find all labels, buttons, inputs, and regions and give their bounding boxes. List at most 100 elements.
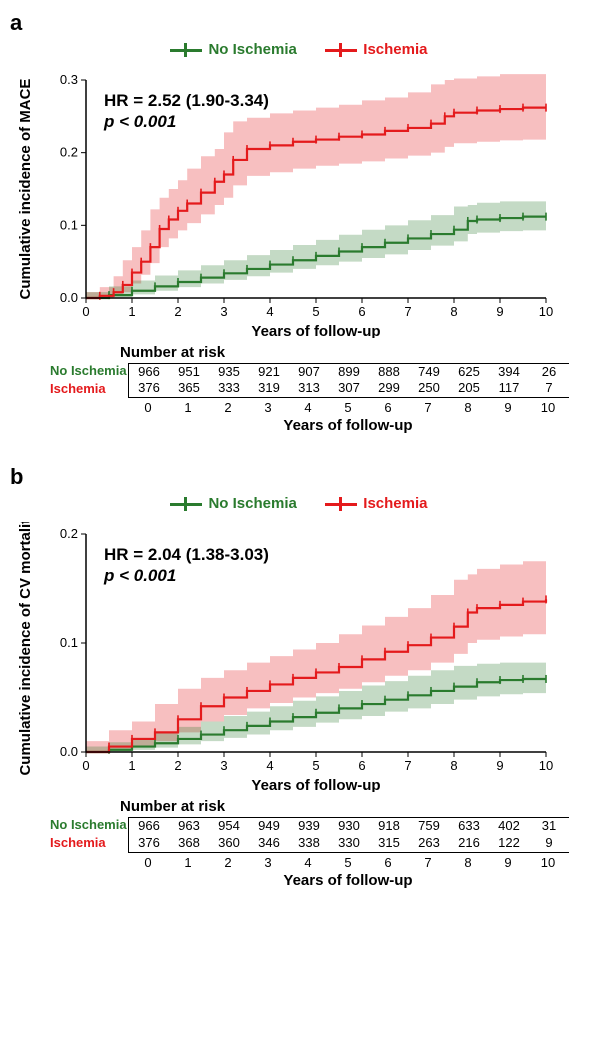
risk-xtick: 9 <box>488 400 528 415</box>
svg-text:0.1: 0.1 <box>60 217 78 232</box>
risk-cell: 939 <box>289 818 329 835</box>
risk-cell: 368 <box>169 835 209 852</box>
risk-xtick: 0 <box>128 400 168 415</box>
risk-cell: 122 <box>489 835 529 852</box>
risk-cell: 394 <box>489 364 529 381</box>
risk-xtick: 5 <box>328 400 368 415</box>
risk-cell: 949 <box>249 818 289 835</box>
risk-cell: 625 <box>449 364 489 381</box>
risk-cell: 26 <box>529 364 569 381</box>
svg-text:10: 10 <box>539 758 553 773</box>
svg-text:6: 6 <box>358 758 365 773</box>
risk-xtick: 5 <box>328 855 368 870</box>
risk-xtick: 7 <box>408 400 448 415</box>
svg-text:Years of follow-up: Years of follow-up <box>251 323 380 338</box>
risk-xtick: 9 <box>488 855 528 870</box>
risk-cell: 966 <box>129 364 169 381</box>
risk-cell: 263 <box>409 835 449 852</box>
risk-xtick: 10 <box>528 400 568 415</box>
risk-cell: 633 <box>449 818 489 835</box>
risk-xtick: 2 <box>208 855 248 870</box>
svg-text:2: 2 <box>174 304 181 319</box>
hr-text-a: HR = 2.52 (1.90-3.34) <box>104 91 269 110</box>
risk-table-a: No Ischemia96695193592190789988874962539… <box>50 363 588 435</box>
risk-cell: 402 <box>489 818 529 835</box>
svg-text:3: 3 <box>220 758 227 773</box>
risk-cell: 951 <box>169 364 209 381</box>
svg-text:9: 9 <box>496 758 503 773</box>
legend-ischemia-text: Ischemia <box>363 41 427 58</box>
risk-xtick: 6 <box>368 855 408 870</box>
risk-cell: 250 <box>409 380 449 397</box>
chart-a-wrap: 0.00.10.20.3012345678910Cumulative incid… <box>10 68 588 338</box>
svg-text:0.0: 0.0 <box>60 290 78 305</box>
svg-text:5: 5 <box>312 304 319 319</box>
legend-ischemia-text-b: Ischemia <box>363 495 427 512</box>
risk-cell: 338 <box>289 835 329 852</box>
risk-xtick: 1 <box>168 855 208 870</box>
risk-title-a: Number at risk <box>120 344 588 361</box>
risk-title-b: Number at risk <box>120 798 588 815</box>
risk-cell: 7 <box>529 380 569 397</box>
risk-xtick: 1 <box>168 400 208 415</box>
risk-xtick: 8 <box>448 855 488 870</box>
svg-text:1: 1 <box>128 758 135 773</box>
svg-text:8: 8 <box>450 758 457 773</box>
legend-tick-no-ischemia <box>184 43 187 57</box>
risk-cell: 907 <box>289 364 329 381</box>
svg-text:7: 7 <box>404 304 411 319</box>
risk-cell: 935 <box>209 364 249 381</box>
risk-xtick: 0 <box>128 855 168 870</box>
risk-cell: 954 <box>209 818 249 835</box>
svg-text:3: 3 <box>220 304 227 319</box>
risk-cell: 921 <box>249 364 289 381</box>
risk-cell: 307 <box>329 380 369 397</box>
risk-cell: 376 <box>129 380 169 397</box>
risk-cell: 117 <box>489 380 529 397</box>
hr-text-b: HR = 2.04 (1.38-3.03) <box>104 545 269 564</box>
svg-text:1: 1 <box>128 304 135 319</box>
risk-xtick: 3 <box>248 855 288 870</box>
risk-row-label: Ischemia <box>50 835 128 852</box>
svg-text:8: 8 <box>450 304 457 319</box>
svg-text:0: 0 <box>82 758 89 773</box>
annotation-a: HR = 2.52 (1.90-3.34) p < 0.001 <box>104 90 269 133</box>
risk-xtick: 4 <box>288 400 328 415</box>
svg-text:0.0: 0.0 <box>60 744 78 759</box>
svg-text:7: 7 <box>404 758 411 773</box>
svg-text:2: 2 <box>174 758 181 773</box>
risk-xlabel: Years of follow-up <box>128 872 568 889</box>
svg-text:0.2: 0.2 <box>60 144 78 159</box>
risk-cell: 749 <box>409 364 449 381</box>
p-text-b: p < 0.001 <box>104 566 176 585</box>
risk-xtick: 4 <box>288 855 328 870</box>
risk-cell: 333 <box>209 380 249 397</box>
risk-row-label: No Ischemia <box>50 363 128 380</box>
legend-no-ischemia-text-b: No Ischemia <box>208 495 296 512</box>
svg-text:9: 9 <box>496 304 503 319</box>
risk-cell: 313 <box>289 380 329 397</box>
svg-text:4: 4 <box>266 304 273 319</box>
svg-text:0.1: 0.1 <box>60 635 78 650</box>
risk-cell: 966 <box>129 818 169 835</box>
panel-b: b No Ischemia Ischemia 0.00.10.201234567… <box>10 464 588 888</box>
svg-text:6: 6 <box>358 304 365 319</box>
risk-cell: 216 <box>449 835 489 852</box>
legend-a: No Ischemia Ischemia <box>10 41 588 62</box>
risk-cell: 9 <box>529 835 569 852</box>
panel-a-label: a <box>10 10 588 36</box>
legend-tick-ischemia <box>339 43 342 57</box>
p-text-a: p < 0.001 <box>104 112 176 131</box>
legend-no-ischemia-text: No Ischemia <box>208 41 296 58</box>
risk-cell: 899 <box>329 364 369 381</box>
risk-cell: 888 <box>369 364 409 381</box>
svg-text:0.3: 0.3 <box>60 72 78 87</box>
legend-no-ischemia-b: No Ischemia <box>170 495 296 512</box>
chart-a-svg: 0.00.10.20.3012345678910Cumulative incid… <box>10 68 570 338</box>
svg-text:Cumulative incidence of MACE: Cumulative incidence of MACE <box>17 78 34 299</box>
legend-tick-ischemia-b <box>339 497 342 511</box>
svg-text:5: 5 <box>312 758 319 773</box>
risk-cell: 376 <box>129 835 169 852</box>
risk-cell: 31 <box>529 818 569 835</box>
risk-cell: 205 <box>449 380 489 397</box>
